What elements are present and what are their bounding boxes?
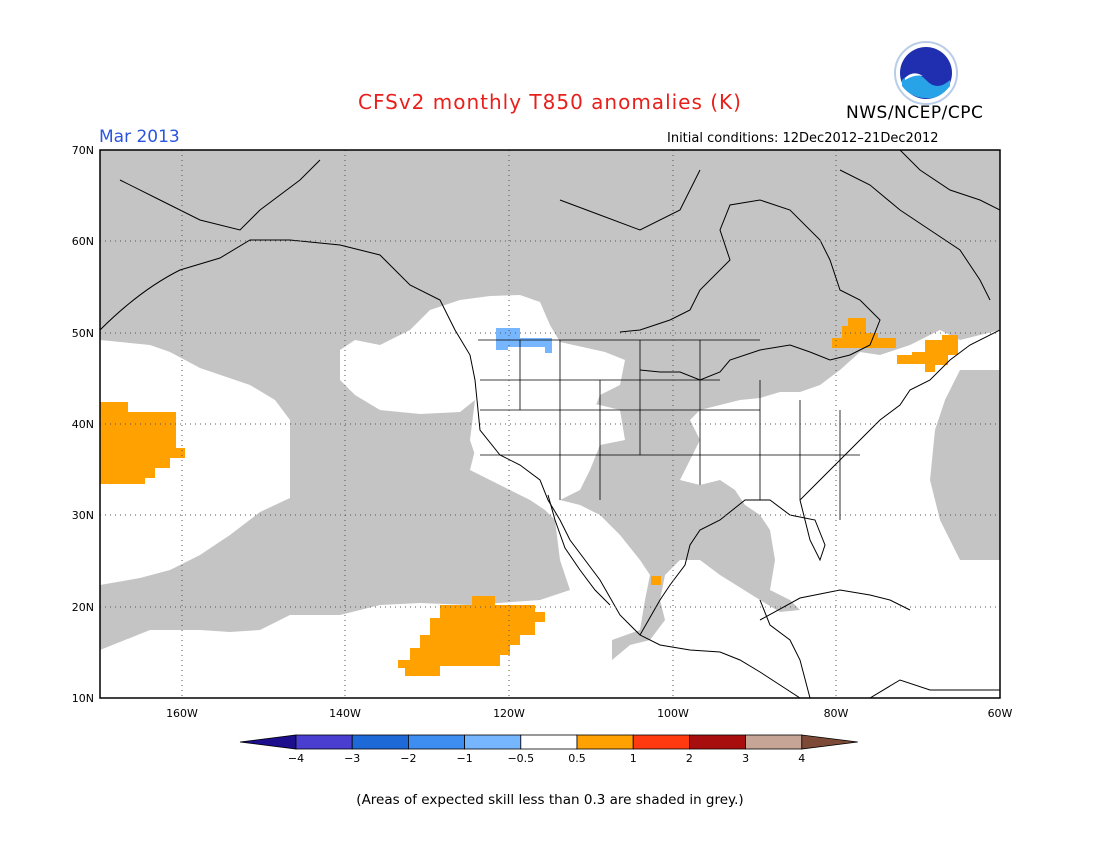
- lat-label: 10N: [72, 692, 94, 705]
- colorbar-tick-label: −4: [288, 752, 304, 765]
- lon-label: 160W: [166, 707, 198, 720]
- initial-conditions: Initial conditions: 12Dec2012–21Dec2012: [667, 131, 939, 146]
- lon-axis: 160W 140W 120W 100W 80W 60W: [166, 707, 1012, 720]
- lon-label: 140W: [329, 707, 361, 720]
- noaa-logo: [894, 41, 958, 105]
- colorbar-tick-label: −3: [344, 752, 360, 765]
- lat-label: 30N: [72, 509, 94, 522]
- colorbar-segment: [351, 734, 409, 750]
- lat-label: 70N: [72, 144, 94, 157]
- low-skill-shading: [100, 150, 1000, 660]
- map-frame: [99, 149, 1001, 699]
- colorbar-segment: [745, 734, 803, 750]
- positive-anomaly-patches: [100, 318, 958, 676]
- colorbar-segment: [801, 734, 858, 750]
- colorbar-segment: [239, 734, 297, 750]
- colorbar-segment: [576, 734, 634, 750]
- colorbar-tick-label: 1: [630, 752, 637, 765]
- colorbar-tick-label: −2: [400, 752, 416, 765]
- colorbar-tick-label: 3: [742, 752, 749, 765]
- lat-label: 40N: [72, 418, 94, 431]
- lon-label: 100W: [657, 707, 689, 720]
- coastlines: [100, 150, 1000, 698]
- lat-label: 50N: [72, 327, 94, 340]
- forecast-month: Mar 2013: [99, 127, 180, 147]
- colorbar-segment: [632, 734, 690, 750]
- lat-axis: 70N 60N 50N 40N 30N 20N 10N: [72, 144, 94, 705]
- negative-anomaly-patch: [496, 328, 552, 353]
- colorbar-segment: [464, 734, 522, 750]
- graticule: [100, 150, 1000, 698]
- agency-label: NWS/NCEP/CPC: [846, 103, 984, 123]
- state-borders: [478, 339, 860, 520]
- colorbar-tick-label: −0.5: [507, 752, 534, 765]
- lat-label: 60N: [72, 235, 94, 248]
- lon-label: 120W: [493, 707, 525, 720]
- lon-label: 80W: [824, 707, 849, 720]
- lat-label: 20N: [72, 601, 94, 614]
- colorbar-segment: [407, 734, 465, 750]
- lon-label: 60W: [988, 707, 1013, 720]
- colorbar-tick-label: −1: [456, 752, 472, 765]
- colorbar-segment: [520, 734, 578, 750]
- colorbar-tick-label: 0.5: [568, 752, 586, 765]
- colorbar-tick-label: 2: [686, 752, 693, 765]
- colorbar-tick-label: 4: [798, 752, 805, 765]
- map-title: CFSv2 monthly T850 anomalies (K): [358, 90, 742, 114]
- colorbar-segment: [689, 734, 747, 750]
- skill-footnote: (Areas of expected skill less than 0.3 a…: [356, 792, 744, 808]
- colorbar-segment: [295, 734, 353, 750]
